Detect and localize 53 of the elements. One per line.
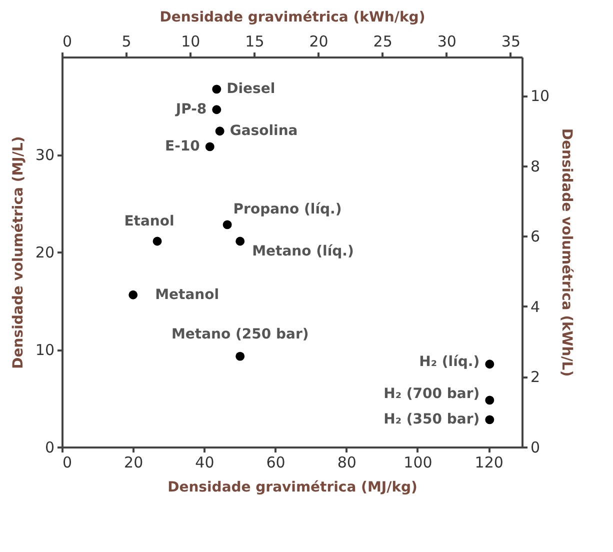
x-tick-label: 0 <box>62 454 72 472</box>
y-tick-label: 0 <box>44 438 54 456</box>
y-axis-title: Densidade volumétrica (MJ/L) <box>10 136 26 369</box>
y2-tick-label: 8 <box>530 157 540 176</box>
point <box>215 126 224 136</box>
y2-tick-label: 4 <box>530 298 540 316</box>
y2-tick-label: 6 <box>530 228 540 246</box>
point <box>222 220 232 230</box>
annotation: Gasolina <box>230 123 298 140</box>
point <box>205 142 214 152</box>
annotation: H₂ (350 bar) <box>384 412 480 428</box>
x2-tick-label: 20 <box>309 32 328 50</box>
y2-tick-label: 10 <box>530 87 550 106</box>
annotation: Etanol <box>124 213 174 230</box>
point <box>128 290 138 300</box>
annotation: Diesel <box>226 81 276 98</box>
x-tick-label: 80 <box>337 454 356 472</box>
x-tick-label: 120 <box>474 454 504 472</box>
annotation: H₂ (700 bar) <box>384 386 480 402</box>
x-axis-title: Densidade gravimétrica (MJ/kg) <box>168 480 418 496</box>
point <box>236 352 245 361</box>
y-tick-label: 10 <box>35 341 54 359</box>
point <box>485 415 494 424</box>
x2-tick-label: 0 <box>62 32 72 50</box>
annotation: Propano (líq.) <box>233 202 342 218</box>
y-tick-label: 30 <box>35 146 54 164</box>
point <box>485 360 494 369</box>
x2-tick-label: 15 <box>245 32 264 50</box>
point <box>212 84 222 94</box>
annotation: H₂ (líq.) <box>419 354 480 370</box>
x-tick-label: 100 <box>404 454 432 472</box>
point <box>212 105 222 114</box>
x2-tick-label: 5 <box>122 32 132 50</box>
x2-axis-title: Densidade gravimétrica (kWh/kg) <box>160 10 426 26</box>
annotation: Metanol <box>155 286 220 303</box>
x-tick-label: 40 <box>195 454 214 472</box>
annotation: JP-8 <box>174 102 207 118</box>
x2-tick-label: 35 <box>501 32 521 50</box>
x-tick-label: 60 <box>266 454 286 472</box>
annotation: Metano (250 bar) <box>171 326 309 342</box>
x2-tick-label: 25 <box>373 32 392 50</box>
point <box>152 236 162 246</box>
point <box>485 396 494 405</box>
y2-tick-label: 2 <box>530 368 540 386</box>
x2-tick-label: 30 <box>437 32 456 50</box>
point <box>236 236 245 246</box>
x-tick-label: 20 <box>124 454 144 472</box>
y2-tick-label: 0 <box>530 438 540 456</box>
annotation: E-10 <box>165 138 200 155</box>
annotation: Metano (líq.) <box>252 243 354 260</box>
y2-axis-title: Densidade volumétrica (kWh/L) <box>558 128 575 377</box>
y-tick-label: 20 <box>35 244 54 262</box>
x2-tick-label: 10 <box>181 32 200 50</box>
